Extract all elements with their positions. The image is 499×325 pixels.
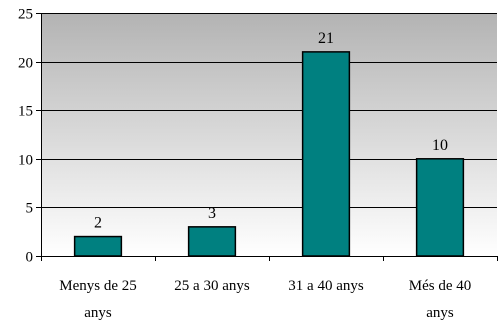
category-label: Més de 40 bbox=[409, 278, 472, 294]
category-label: Menys de 25 bbox=[59, 278, 137, 294]
gridlines bbox=[36, 13, 497, 257]
y-tick-label: 20 bbox=[18, 56, 33, 72]
data-labels: 2 3 21 10 bbox=[94, 30, 448, 232]
y-tick-label: 25 bbox=[18, 7, 33, 23]
y-tick-label: 10 bbox=[18, 153, 33, 169]
bar bbox=[301, 51, 351, 257]
y-tick-label: 0 bbox=[26, 250, 34, 266]
category-label: 25 a 30 anys bbox=[174, 278, 250, 294]
data-label: 2 bbox=[94, 215, 102, 232]
category-label: anys bbox=[84, 305, 112, 321]
bar bbox=[187, 226, 237, 257]
data-label: 10 bbox=[432, 137, 448, 154]
bars bbox=[73, 51, 465, 257]
data-label: 21 bbox=[318, 30, 334, 47]
category-label: 31 a 40 anys bbox=[288, 278, 364, 294]
data-label: 3 bbox=[208, 205, 216, 222]
category-label: anys bbox=[426, 305, 454, 321]
y-tick-label: 5 bbox=[26, 201, 34, 217]
bar bbox=[73, 235, 123, 257]
y-axis-tick-labels: 0 5 10 15 20 25 bbox=[18, 7, 33, 266]
bar bbox=[415, 158, 465, 257]
y-tick-label: 15 bbox=[18, 104, 33, 120]
x-axis-category-labels: Menys de 25 anys 25 a 30 anys 31 a 40 anys M… bbox=[59, 278, 471, 321]
